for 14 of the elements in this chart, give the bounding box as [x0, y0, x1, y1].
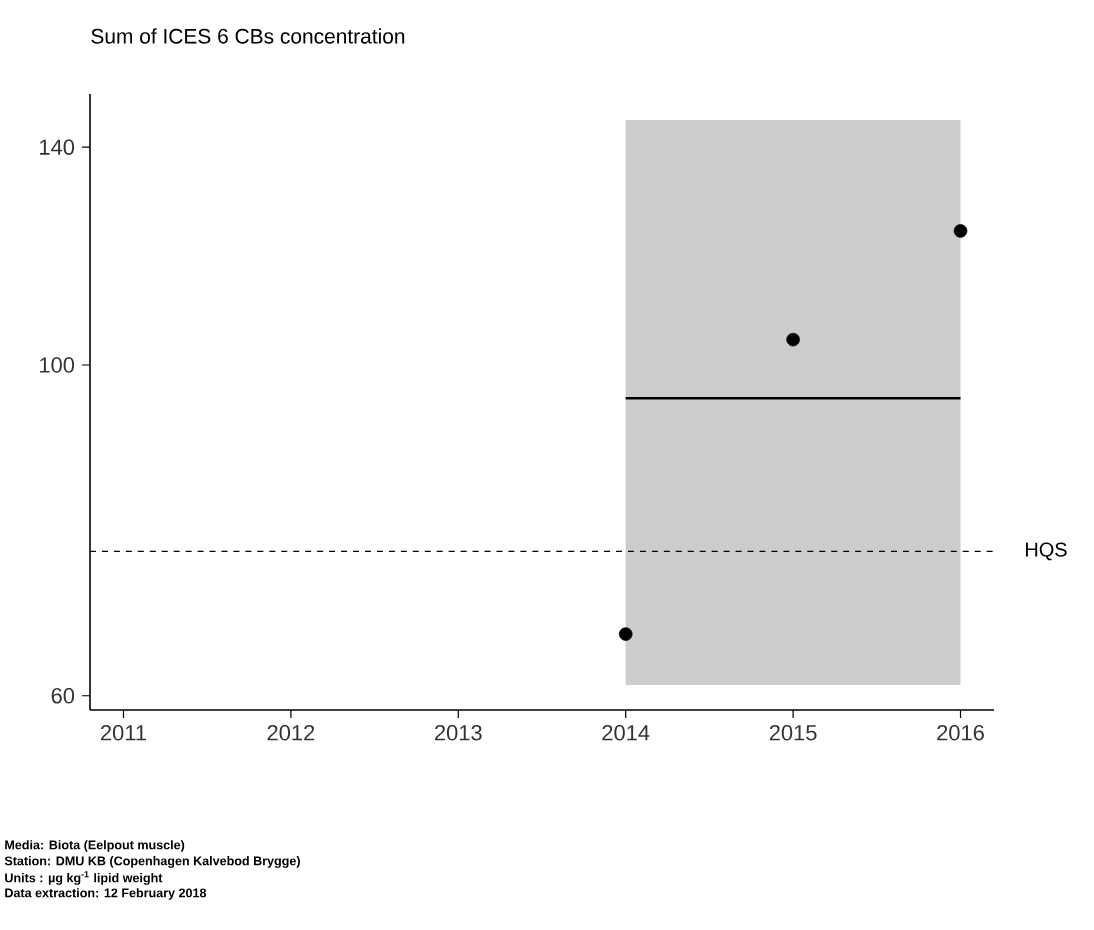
y-tick-label: 60: [51, 688, 75, 704]
point: [618, 627, 633, 641]
x-tick-label: 2016: [937, 725, 984, 741]
x-tick-label: 2015: [769, 725, 817, 741]
y-tick-label: 140: [40, 139, 75, 155]
point: [953, 224, 968, 238]
x-tick-label: 2013: [435, 725, 482, 741]
chart-title: Sum of ICES 6 CBs concentration: [91, 28, 405, 44]
point: [786, 332, 800, 347]
ref-line-label: HQS: [1026, 542, 1067, 561]
y-tick-label: 100: [40, 357, 75, 373]
x-tick-label: 2014: [602, 725, 650, 741]
x-tick-label: 2011: [101, 725, 146, 741]
x-tick-label: 2012: [267, 725, 315, 741]
